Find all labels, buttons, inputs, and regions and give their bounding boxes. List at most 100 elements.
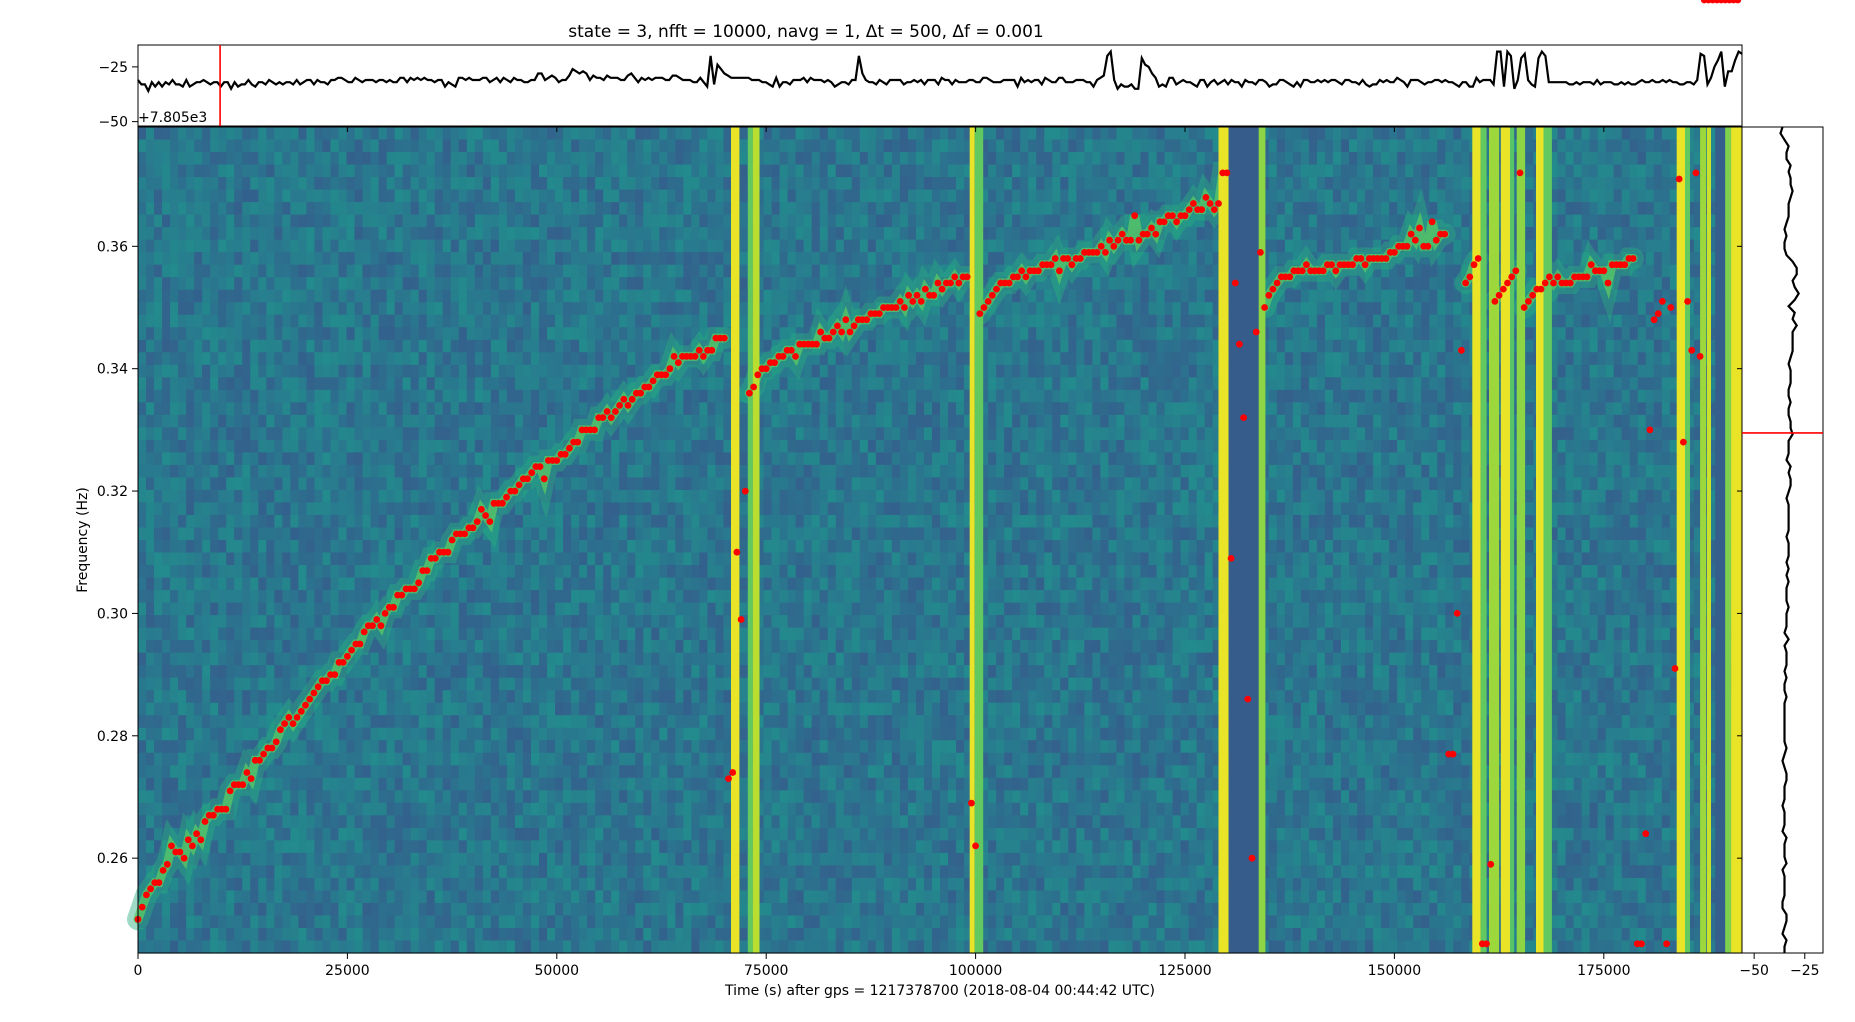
spectrogram-cell: [571, 239, 580, 253]
spectrogram-cell: [418, 665, 428, 679]
spectrogram-cell: [314, 152, 324, 166]
spectrogram-cell: [418, 840, 428, 854]
spectrogram-cell: [378, 877, 388, 892]
spectrogram-cell: [194, 527, 203, 541]
spectrogram-cell: [522, 414, 532, 428]
spectrogram-cell: [418, 790, 428, 804]
spectrogram-cell: [635, 602, 644, 616]
spectrogram-cell: [571, 765, 580, 779]
spectrogram-cell: [410, 652, 420, 666]
spectrogram-cell: [418, 902, 428, 917]
spectrogram-cell: [683, 865, 692, 879]
spectrogram-cell: [378, 652, 388, 666]
spectrogram-cell: [410, 439, 420, 453]
spectrogram-cell: [619, 352, 628, 366]
spectrogram-cell: [611, 727, 620, 741]
spectrogram-cell: [587, 502, 596, 516]
spectrogram-cell: [290, 777, 299, 791]
spectrogram-cell: [458, 239, 468, 253]
spectrogram-cell: [170, 414, 179, 428]
spectrogram-cell: [490, 740, 500, 754]
spectrogram-cell: [338, 277, 348, 291]
spectrogram-cell: [154, 252, 163, 266]
spectrogram-cell: [362, 164, 372, 178]
spectrogram-cell: [186, 464, 195, 479]
spectrogram-cell: [651, 164, 660, 178]
spectrogram-cell: [667, 665, 676, 679]
spectrogram-cell: [394, 777, 404, 791]
spectrogram-cell: [306, 427, 316, 441]
spectrogram-cell: [386, 665, 396, 679]
spectrogram-cell: [530, 152, 540, 166]
spectrogram-cell: [154, 139, 163, 153]
spectrogram-cell: [490, 314, 500, 328]
spectrogram-cell: [170, 314, 179, 328]
spectrogram-cell: [274, 840, 283, 854]
spectrogram-cell: [402, 752, 412, 766]
spectrogram-cell: [298, 477, 308, 491]
spectrogram-cell: [530, 452, 540, 466]
spectrogram-cell: [186, 127, 195, 141]
spectrogram-cell: [274, 690, 283, 704]
spectrogram-cell: [506, 790, 516, 804]
spectrogram-cell: [346, 752, 356, 766]
spectrogram-cell: [707, 139, 717, 153]
spectrogram-cell: [418, 314, 428, 328]
spectrogram-cell: [555, 552, 564, 566]
spectrogram-cell: [723, 765, 733, 779]
spectrogram-cell: [314, 802, 324, 816]
spectrogram-cell: [450, 277, 460, 291]
spectrogram-cell: [595, 352, 604, 366]
spectrogram-cell: [723, 577, 733, 591]
spectrogram-cell: [330, 852, 340, 866]
spectrogram-cell: [635, 802, 644, 816]
spectrogram-cell: [154, 727, 163, 741]
spectrogram-cell: [619, 414, 628, 428]
spectrogram-cell: [410, 702, 420, 716]
spectrogram-cell: [298, 802, 308, 816]
spectrogram-cell: [539, 865, 548, 879]
spectrogram-cell: [314, 652, 324, 666]
spectrogram-cell: [402, 940, 412, 954]
spectrogram-cell: [619, 777, 628, 791]
spectrogram-cell: [378, 164, 388, 178]
spectrogram-cell: [627, 702, 636, 716]
spectrogram-cell: [162, 815, 171, 829]
spectrogram-cell: [723, 877, 733, 892]
spectrogram-cell: [370, 289, 380, 303]
spectrogram-cell: [378, 552, 388, 566]
spectrogram-cell: [675, 339, 684, 353]
spectrogram-cell: [707, 464, 717, 479]
spectrogram-cell: [571, 164, 580, 178]
spectrogram-cell: [627, 127, 636, 141]
spectrogram-cell: [458, 152, 468, 166]
spectrogram-cell: [378, 752, 388, 766]
spectrogram-cell: [290, 202, 299, 216]
spectrogram-cell: [506, 840, 516, 854]
spectrogram-cell: [675, 402, 684, 416]
spectrogram-cell: [330, 177, 340, 191]
spectrogram-cell: [482, 477, 492, 491]
spectrogram-cell: [675, 302, 684, 316]
spectrogram-cell: [306, 339, 316, 353]
spectrogram-cell: [579, 302, 588, 316]
spectrogram-cell: [659, 790, 668, 804]
spectrogram-cell: [210, 777, 219, 791]
spectrogram-cell: [579, 389, 588, 403]
spectrogram-cell: [563, 915, 572, 929]
spectrogram-cell: [659, 214, 668, 228]
top-panel: −25−50 +7.805e3: [98, 44, 1743, 131]
spectrogram-cell: [386, 902, 396, 917]
spectrogram-cell: [691, 627, 700, 641]
spectrogram-cell: [298, 715, 308, 729]
spectrogram-cell: [266, 489, 275, 504]
spectrogram-cell: [370, 302, 380, 316]
spectrogram-cell: [290, 252, 299, 266]
spectrogram-cell: [266, 189, 275, 203]
spectrogram-cell: [138, 615, 147, 629]
spectrogram-cell: [210, 840, 219, 854]
spectrogram-cell: [274, 865, 283, 879]
spectrogram-cell: [675, 740, 684, 754]
spectrogram-cell: [547, 890, 556, 904]
spectrogram-cell: [178, 927, 187, 942]
